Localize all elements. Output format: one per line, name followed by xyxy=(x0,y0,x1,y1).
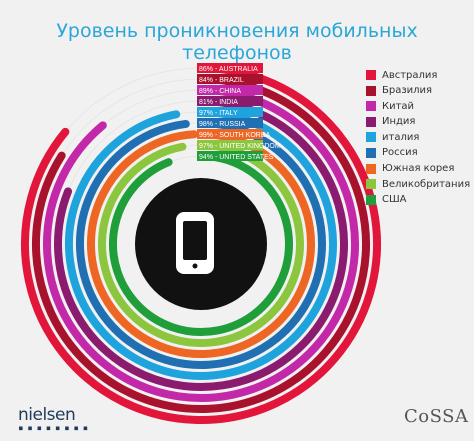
legend-item: Китай xyxy=(366,99,470,113)
series-label: 97% - ITALY xyxy=(199,110,238,117)
legend-label: Австралия xyxy=(382,69,438,81)
series-labels: 86% - AUSTRALIA 84% - BRAZIL 89% - CHINA 81… xyxy=(197,63,281,161)
legend-label: Россия xyxy=(382,147,418,159)
legend-swatch xyxy=(366,179,376,190)
legend-label: Бразилия xyxy=(382,85,433,97)
legend-swatch xyxy=(366,132,376,143)
legend-swatch xyxy=(366,163,376,174)
series-arcs xyxy=(21,64,381,424)
legend-item: Индия xyxy=(366,115,470,129)
series-arc xyxy=(32,75,370,413)
legend-item: США xyxy=(366,193,470,207)
legend-swatch xyxy=(366,147,376,158)
series-arc xyxy=(54,97,348,391)
legend-label: Индия xyxy=(382,116,416,128)
series-label-bg xyxy=(197,107,263,117)
series-arc xyxy=(65,108,337,380)
series-label-bg xyxy=(197,74,263,84)
series-label-bg xyxy=(197,140,263,150)
series-label-bg xyxy=(197,129,263,139)
series-label: 89% - CHINA xyxy=(199,88,241,95)
legend-item: Россия xyxy=(366,146,470,160)
series-label: 94% - UNITED STATES xyxy=(199,154,274,161)
legend-swatch xyxy=(366,101,376,112)
legend-item: Бразилия xyxy=(366,84,470,98)
legend-item: Австралия xyxy=(366,68,470,82)
legend-swatch xyxy=(366,116,376,127)
legend-label: италия xyxy=(382,131,420,143)
series-label-bg xyxy=(197,96,263,106)
series-label-bg xyxy=(197,151,263,161)
series-label: 99% - SOUTH KOREA xyxy=(199,132,271,139)
legend-swatch xyxy=(366,194,376,205)
phone-icon xyxy=(176,212,214,274)
series-arc xyxy=(76,119,326,369)
series-label-bg xyxy=(197,85,263,95)
series-label: 81% - INDIA xyxy=(199,99,238,106)
legend: Австралия Бразилия Китай Индия италия Россия Ю… xyxy=(366,68,470,208)
cossa-logo: CoSSA xyxy=(404,406,469,427)
legend-swatch xyxy=(366,70,376,80)
series-arc xyxy=(87,130,315,358)
series-label: 98% - RUSSIA xyxy=(199,121,246,128)
series-label: 97% - UNITED KINGDOM xyxy=(199,143,281,150)
legend-item: Южная корея xyxy=(366,162,470,176)
series-arc xyxy=(21,64,381,424)
center-disc xyxy=(135,178,267,310)
legend-label: Южная корея xyxy=(382,163,455,175)
series-label: 84% - BRAZIL xyxy=(199,77,244,84)
legend-swatch xyxy=(366,85,376,96)
legend-label: Китай xyxy=(382,100,415,112)
series-arc xyxy=(98,141,304,347)
legend-item: Великобритания xyxy=(366,177,470,191)
series-arc xyxy=(43,86,359,402)
legend-item: италия xyxy=(366,130,470,144)
series-label-bg xyxy=(197,118,263,128)
legend-label: Великобритания xyxy=(382,178,471,190)
legend-label: США xyxy=(382,194,407,206)
series-label-bg xyxy=(197,63,263,73)
nielsen-logo: nielsen xyxy=(18,405,76,425)
series-arc xyxy=(109,152,293,336)
nielsen-logo-dots: ■ ■ ■ ■ ■ ■ ■ ■ xyxy=(19,425,89,432)
chart-title: Уровень проникновения мобильных телефоно… xyxy=(56,20,418,64)
series-label: 86% - AUSTRALIA xyxy=(199,66,258,73)
